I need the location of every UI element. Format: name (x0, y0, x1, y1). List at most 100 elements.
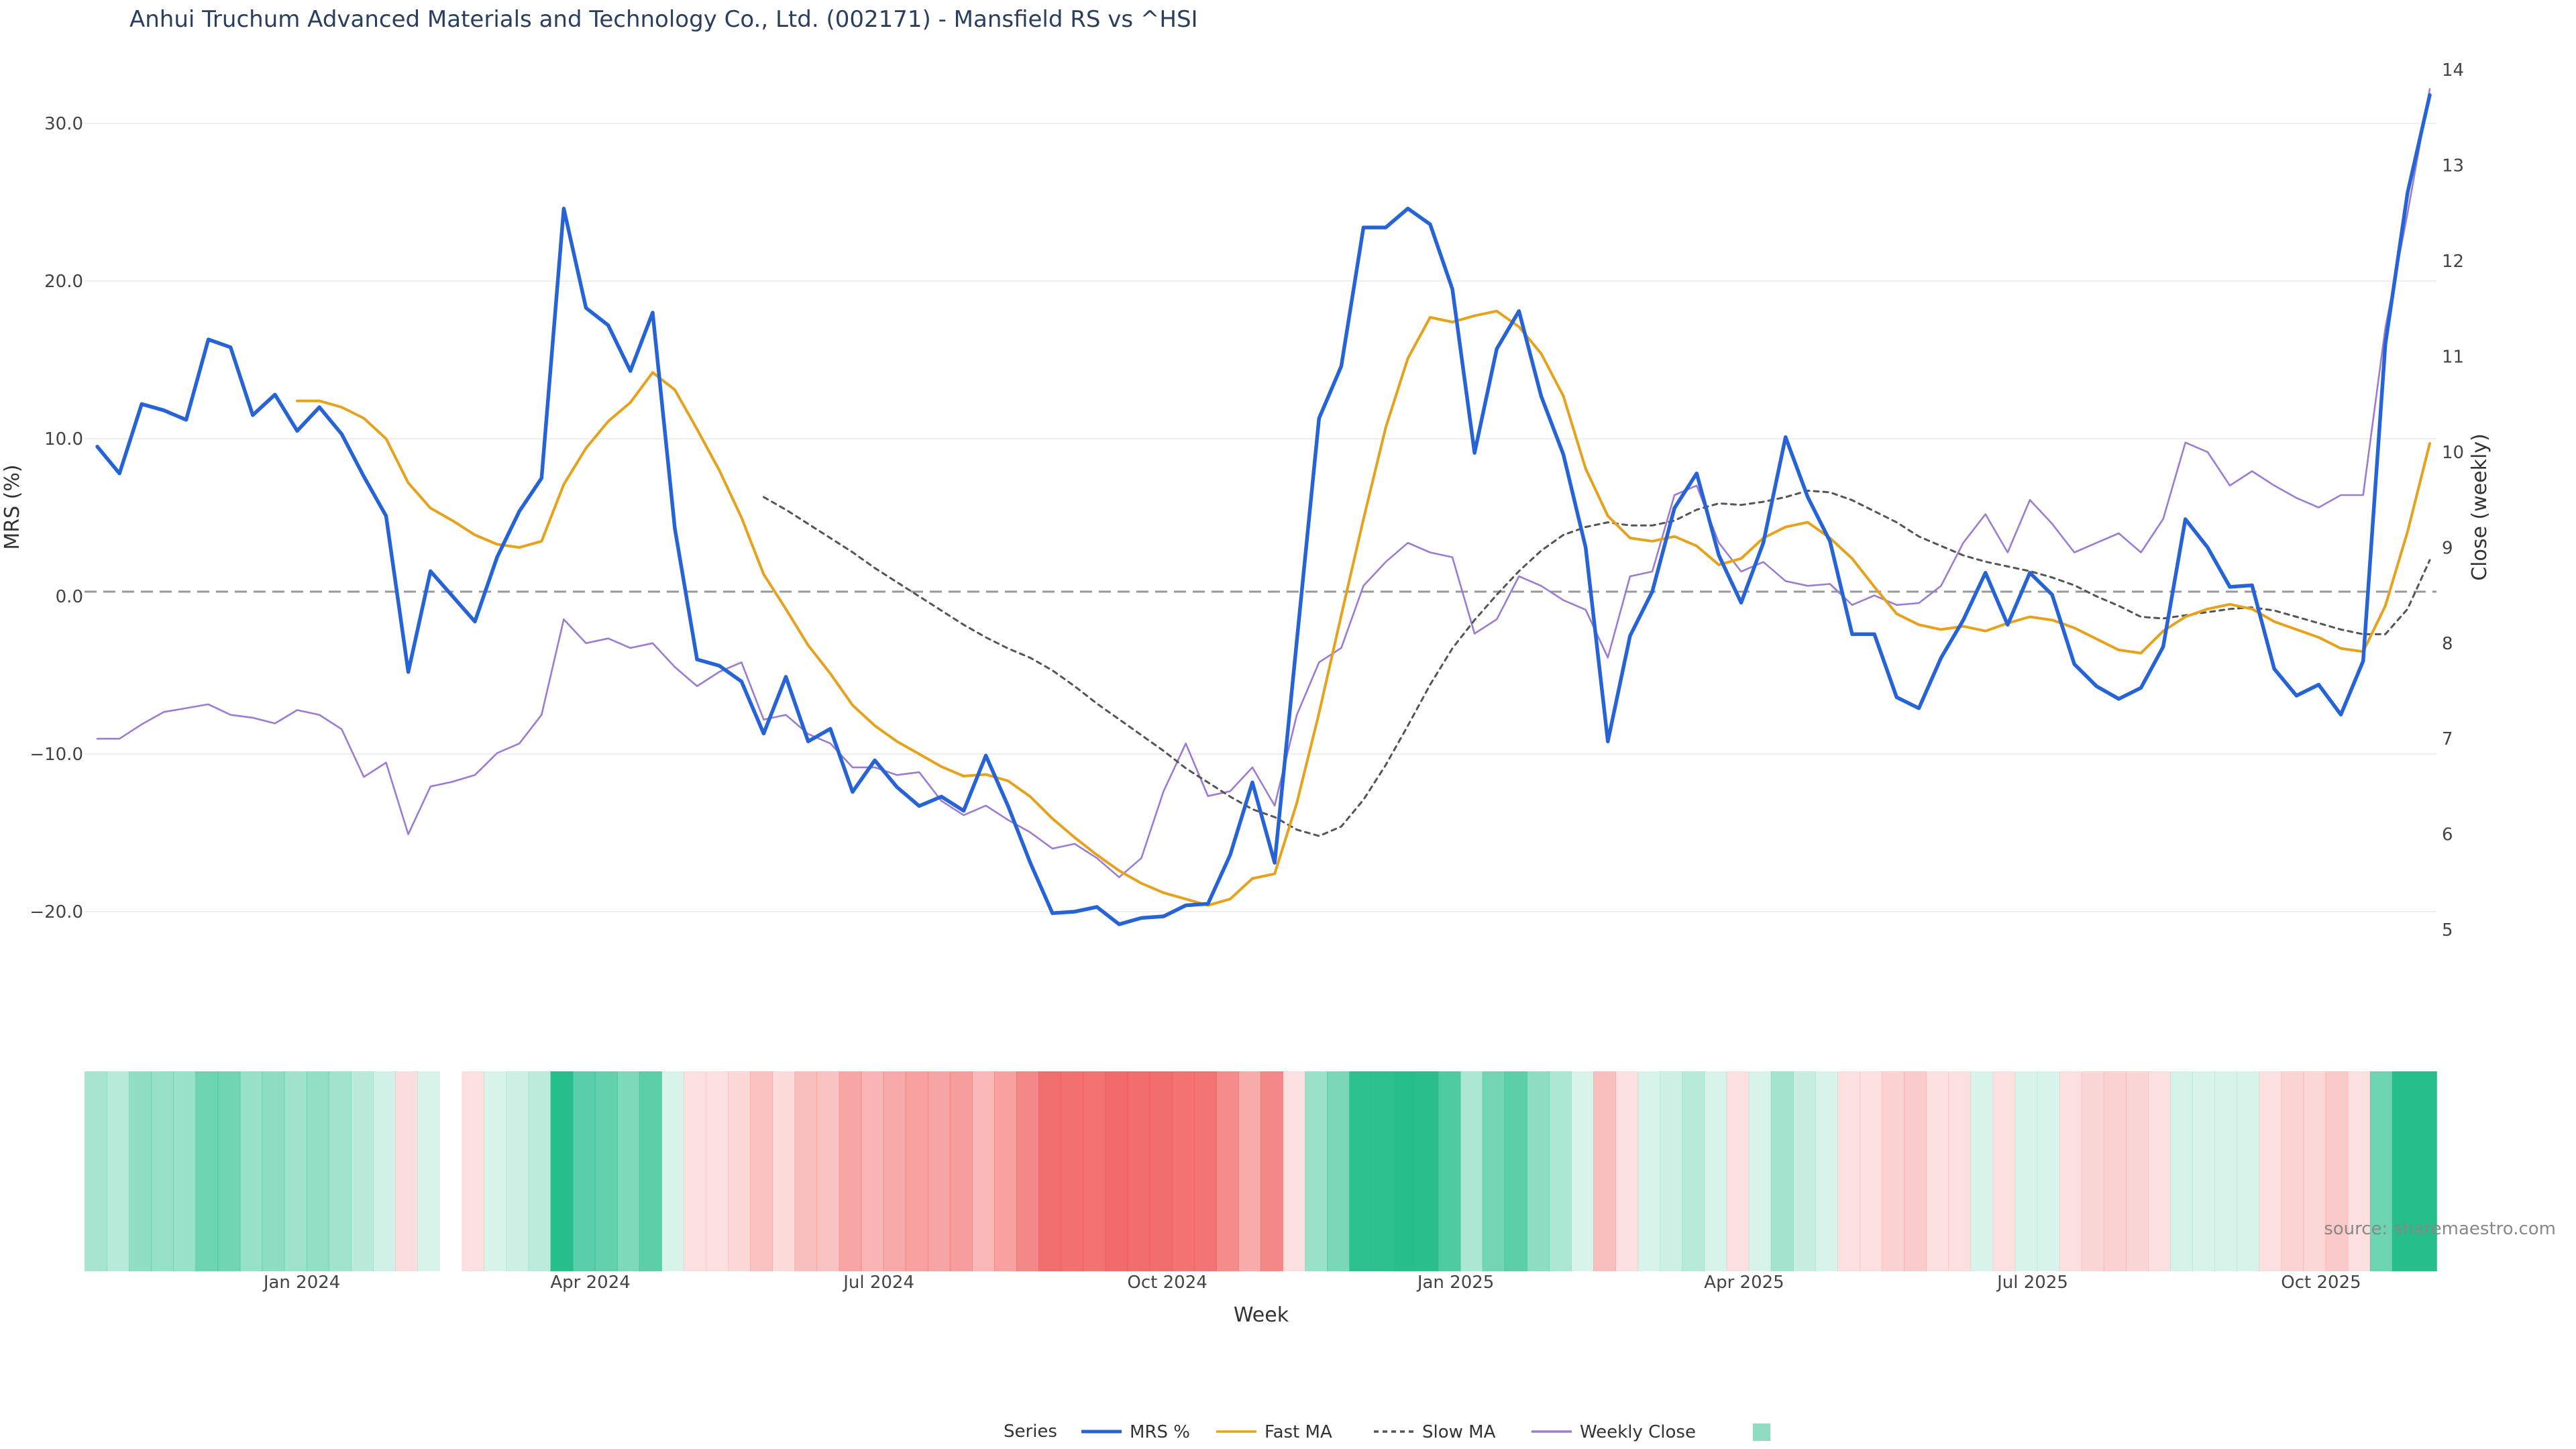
left-axis-ticks: 30.0 20.0 10.0 0.0 −10.0 −20.0 (30, 114, 83, 922)
heatmap-cell (1638, 1071, 1661, 1271)
heatmap-cell (1882, 1071, 1904, 1271)
chart-title: Anhui Truchum Advanced Materials and Tec… (129, 6, 1198, 33)
heatmap-cell (2414, 1071, 2437, 1271)
series-line-slow-ma (762, 490, 2431, 837)
y-tick-right: 11 (2442, 347, 2464, 368)
series-line-weekly-close (96, 88, 2431, 878)
heatmap-cell (2259, 1071, 2282, 1271)
heatmap-cell (2237, 1071, 2260, 1271)
heatmap-cell (1260, 1071, 1283, 1271)
heatmap-cell (1571, 1071, 1594, 1271)
y-axis-right-title: Close (weekly) (2468, 433, 2491, 581)
heatmap-cell (306, 1071, 329, 1271)
heatmap-cell (151, 1071, 174, 1271)
heatmap-cell (2059, 1071, 2082, 1271)
heatmap-cell (1792, 1071, 1816, 1271)
heatmap-cell (2125, 1071, 2149, 1271)
heatmap-cell (328, 1071, 352, 1271)
series-line-mrs (95, 93, 2432, 926)
heatmap-cell (284, 1071, 307, 1271)
heatmap-cell (1016, 1071, 1040, 1271)
heatmap-cell (2148, 1071, 2171, 1271)
heatmap-cell (1371, 1071, 1395, 1271)
heatmap-cell (905, 1071, 928, 1271)
heatmap-cell (1549, 1071, 1572, 1271)
y-tick-left: −20.0 (30, 902, 83, 922)
heatmap-cell (350, 1071, 374, 1271)
y-axis-left-title: MRS (%) (1, 464, 24, 549)
y-tick-right: 13 (2442, 156, 2464, 176)
legend-label: Fast MA (1265, 1422, 1332, 1442)
heatmap-cell (1083, 1071, 1106, 1271)
legend-label: Weekly Close (1580, 1422, 1696, 1442)
heatmap-cell (2170, 1071, 2193, 1271)
heatmap-cell (195, 1071, 219, 1271)
heatmap-cell (373, 1071, 396, 1271)
heatmap-cell (1860, 1071, 1882, 1271)
y-tick-right: 9 (2442, 538, 2453, 558)
heatmap-cell (550, 1071, 574, 1271)
heatmap-cell (262, 1071, 285, 1271)
heatmap-cell (883, 1071, 906, 1271)
y-tick-right: 8 (2442, 634, 2453, 654)
heatmap-cell (239, 1071, 263, 1271)
y-tick-left: −10.0 (30, 745, 83, 765)
heatmap-cell (2347, 1071, 2371, 1271)
heatmap-cell (1438, 1071, 1461, 1271)
heatmap-cell (2325, 1071, 2349, 1271)
heatmap-cell (1504, 1071, 1527, 1271)
heatmap-cell (484, 1071, 507, 1271)
y-tick-right: 7 (2442, 729, 2453, 749)
heatmap-cell (1970, 1071, 1994, 1271)
legend: Series MRS % Fast MA Slow MA Weekly Close (1004, 1421, 1770, 1442)
heatmap-cell (684, 1071, 706, 1271)
heatmap-cell (794, 1071, 818, 1271)
x-tick: Jul 2025 (1996, 1273, 2068, 1293)
heatmap-cell (506, 1071, 529, 1271)
series-line-fast-ma (296, 309, 2431, 907)
heatmap-cell (972, 1071, 995, 1271)
heatmap-cell (1615, 1071, 1639, 1271)
heatmap-cell (1038, 1071, 1062, 1271)
heatmap-cell (661, 1071, 684, 1271)
heatmap-cell (1948, 1071, 1972, 1271)
heatmap-cell (1193, 1071, 1217, 1271)
heatmap-cell (927, 1071, 951, 1271)
heatmap-cell (772, 1071, 796, 1271)
heatmap-cell (816, 1071, 840, 1271)
heatmap-cell (2303, 1071, 2326, 1271)
legend-items: MRS % Fast MA Slow MA Weekly Close (1081, 1422, 1770, 1442)
heatmap-cell (839, 1071, 862, 1271)
series-lines (95, 88, 2432, 926)
heatmap-cell (1704, 1071, 1727, 1271)
heatmap-cell (417, 1071, 440, 1271)
heatmap-cell (2214, 1071, 2238, 1271)
heatmap-cell (1748, 1071, 1772, 1271)
heatmap-cell (1283, 1071, 1305, 1271)
heatmap-cell (1349, 1071, 1373, 1271)
heatmap-cell (2281, 1071, 2304, 1271)
heatmap-cell (728, 1071, 751, 1271)
heatmap-cell (1593, 1071, 1616, 1271)
heatmap-strip (85, 1071, 2437, 1271)
heatmap-cell (1904, 1071, 1927, 1271)
x-tick: Jan 2025 (1416, 1273, 1495, 1293)
heatmap-cell (616, 1071, 640, 1271)
legend-title: Series (1004, 1421, 1057, 1442)
y-tick-right: 10 (2442, 443, 2464, 463)
heatmap-cell (462, 1071, 485, 1271)
x-axis-title: Week (1234, 1303, 1289, 1327)
heatmap-cell (1526, 1071, 1550, 1271)
legend-swatch-heatmap (1753, 1424, 1770, 1441)
legend-label: Slow MA (1422, 1422, 1496, 1442)
heatmap-cell (173, 1071, 197, 1271)
y-tick-right: 12 (2442, 252, 2464, 272)
heatmap-cell (1682, 1071, 1705, 1271)
y-tick-left: 20.0 (44, 272, 83, 292)
heatmap-cell (107, 1071, 129, 1271)
heatmap-cell (2392, 1071, 2415, 1271)
heatmap-cell (1926, 1071, 1949, 1271)
heatmap-cell (2037, 1071, 2060, 1271)
heatmap-cell (85, 1071, 107, 1271)
